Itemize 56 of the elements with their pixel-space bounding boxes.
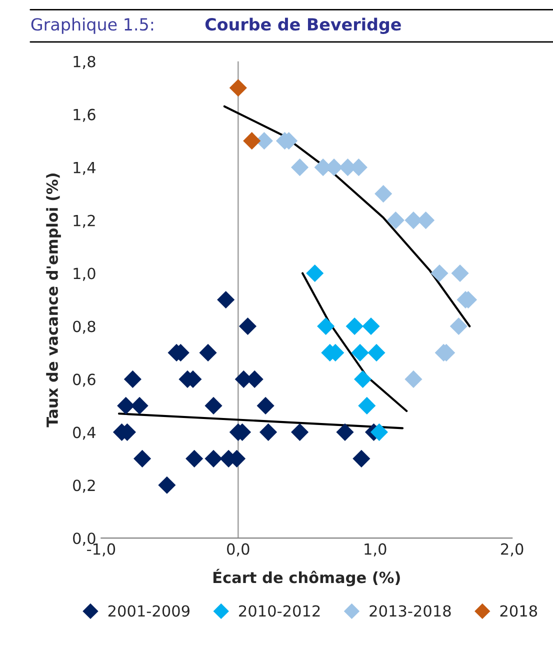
point [238, 317, 257, 336]
point [362, 317, 380, 336]
point [386, 212, 404, 230]
y-axis-title: Taux de vacance d'emploi (%) [46, 174, 61, 428]
point [158, 476, 176, 494]
x-tick-label: 2,0 [501, 543, 524, 556]
point [336, 423, 354, 441]
legend-label: 2013-2018 [370, 605, 451, 617]
line-series [223, 105, 471, 328]
x-tick-label: 0,0 [227, 543, 250, 556]
point [404, 370, 422, 388]
point [204, 450, 222, 468]
point [130, 396, 148, 414]
point [317, 317, 335, 336]
y-tick-label: 1,4 [74, 162, 96, 175]
point [291, 158, 309, 176]
point [124, 370, 142, 388]
point [354, 370, 372, 388]
y-tick-label: 0,2 [73, 480, 95, 493]
point [260, 423, 278, 441]
chart-title: Courbe de Beveridge [205, 18, 401, 34]
point [352, 450, 370, 468]
point [186, 450, 204, 468]
y-tick-label: 0,8 [73, 320, 96, 334]
x-tick-label: 1,0 [364, 543, 386, 556]
y-tick-label: 1,0 [74, 268, 96, 281]
point [450, 317, 468, 336]
text: Graphique 1.5: [31, 18, 154, 34]
point [291, 423, 309, 441]
point [430, 264, 448, 282]
legend-label: 2018 [500, 605, 538, 617]
y-tick-label: 0,4 [73, 426, 96, 440]
point [243, 132, 261, 150]
point [199, 344, 217, 362]
point [368, 344, 386, 362]
point [374, 185, 392, 203]
point [204, 396, 222, 414]
point [370, 423, 388, 441]
point [117, 396, 135, 414]
y-tick-label: 1,6 [74, 108, 96, 122]
y-tick-label: 0,6 [73, 374, 96, 387]
y-tick-label: 1,2 [74, 214, 95, 228]
point [451, 264, 469, 282]
line-series [301, 272, 408, 412]
legend-label: 2001-2009 [108, 605, 190, 617]
legend-label: 2010-2012 [239, 605, 320, 617]
point [229, 79, 247, 97]
point [358, 396, 376, 414]
point [217, 290, 235, 309]
point [306, 264, 324, 282]
point [256, 396, 274, 414]
x-axis-title: Écart de chômage (%) [213, 568, 400, 586]
y-tick-label: 1,8 [74, 56, 96, 69]
point [134, 450, 152, 468]
point [346, 317, 364, 336]
point [351, 344, 369, 362]
